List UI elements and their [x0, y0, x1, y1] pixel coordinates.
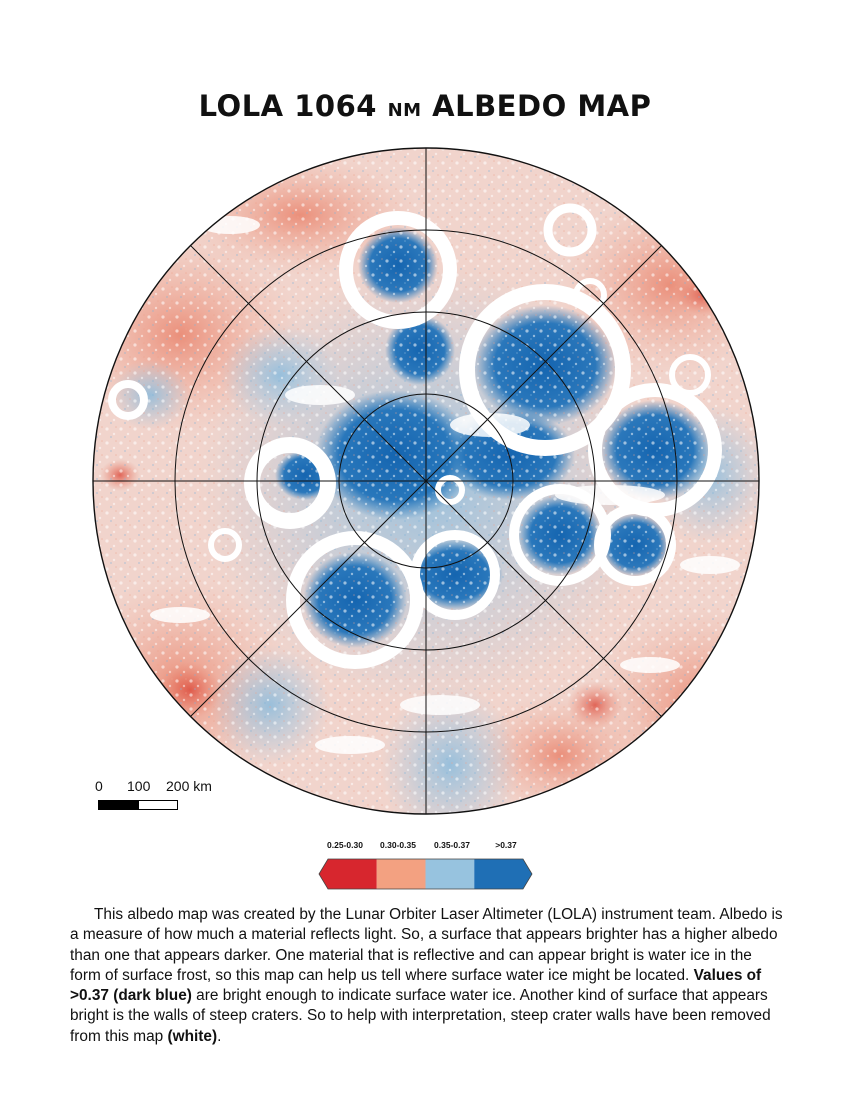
legend-outline — [318, 858, 533, 890]
removed-wall-patches — [150, 216, 740, 754]
legend-swatch-4 — [474, 859, 532, 889]
legend-colorbar — [318, 858, 533, 890]
legend-swatch-3 — [425, 859, 475, 889]
map-title: LOLA 1064 NM ALBEDO MAP — [0, 89, 850, 123]
legend-swatch-1 — [319, 859, 377, 889]
albedo-map — [90, 145, 762, 817]
legend-label-3: 0.35-0.37 — [434, 840, 470, 850]
removed-crater-walls — [108, 203, 722, 669]
description-emphasis-dark-blue: Values of >0.37 (dark blue) — [70, 966, 762, 1005]
legend-label-2: 0.30-0.35 — [380, 840, 416, 850]
title-unit: NM — [387, 100, 422, 122]
legend-label-4: >0.37 — [495, 840, 517, 850]
legend-bands — [319, 859, 532, 889]
title-main: LOLA 1064 — [198, 89, 377, 124]
scale-segment-white — [138, 800, 178, 810]
title-rest: ALBEDO MAP — [432, 89, 652, 124]
legend-swatch-2 — [376, 859, 426, 889]
map-description: This albedo map was created by the Lunar… — [70, 905, 785, 1047]
description-emphasis-white: (white) — [167, 1027, 218, 1045]
legend-labels: 0.25-0.30 0.30-0.35 0.35-0.37 >0.37 — [318, 840, 533, 852]
description-text-3: . — [217, 1027, 222, 1045]
legend-label-1: 0.25-0.30 — [327, 840, 363, 850]
graticule — [92, 147, 760, 815]
scale-bar: 0 100 200 km — [90, 778, 230, 818]
description-text-1: This albedo map was created by the Lunar… — [70, 906, 783, 984]
scale-label-200: 200 km — [166, 778, 212, 794]
scale-label-0: 0 — [95, 778, 103, 794]
scale-label-100: 100 — [127, 778, 151, 794]
scale-segment-black — [98, 800, 138, 810]
meridian-135-315 — [190, 245, 662, 717]
description-text-2: are bright enough to indicate surface wa… — [70, 987, 771, 1045]
albedo-legend: 0.25-0.30 0.30-0.35 0.35-0.37 >0.37 — [318, 838, 533, 898]
albedo-map-graphic — [92, 147, 760, 815]
